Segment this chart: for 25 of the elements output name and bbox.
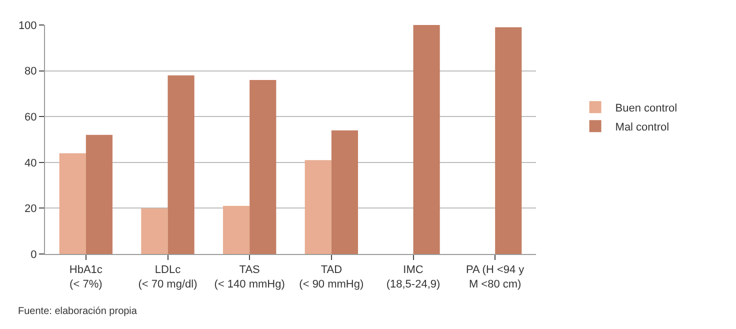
- x-tick-label: TAS (< 140 mmHg): [214, 264, 285, 290]
- x-tick-label: LDLc (< 70 mg/dl): [138, 264, 198, 290]
- bar: [168, 75, 194, 254]
- bar: [304, 160, 332, 254]
- x-tick-label: IMC (18,5-24,9): [386, 264, 440, 290]
- bar: [59, 153, 86, 254]
- bar: [222, 206, 250, 254]
- x-tick-label: HbA1c (< 7%): [69, 264, 103, 290]
- bar: [413, 25, 440, 254]
- source-note: Fuente: elaboración propia: [18, 306, 138, 317]
- bar: [250, 80, 276, 254]
- bar: [141, 208, 168, 254]
- x-tick-label: PA (H <94 y M <80 cm): [466, 264, 525, 290]
- y-tick-label: 20: [24, 203, 37, 216]
- y-tick-label: 40: [24, 157, 37, 170]
- y-tick-label: 60: [24, 111, 37, 124]
- y-tick-label: 80: [24, 66, 37, 78]
- y-tick-label: 100: [18, 20, 37, 32]
- bar: [86, 134, 113, 254]
- y-tick-label: 0: [30, 248, 37, 261]
- legend-label: Mal control: [615, 121, 670, 134]
- bar: [495, 27, 522, 254]
- bar: [331, 130, 358, 254]
- x-tick-label: TAD (< 90 mmHg): [299, 264, 364, 290]
- legend-label: Buen control: [615, 102, 678, 114]
